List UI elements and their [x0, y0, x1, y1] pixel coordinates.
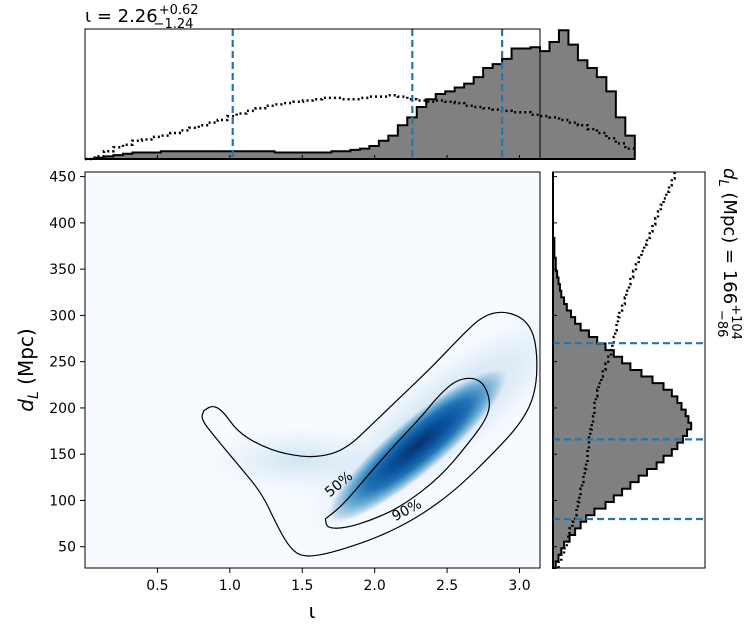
distance-marginal-title: dL (Mpc) = 166+104−86 [714, 168, 743, 340]
joint-yticks: 50 100 150 200 250 300 350 400 450 [49, 170, 85, 556]
distance-marginal-yticks [553, 176, 557, 548]
distance-prior-histogram [557, 171, 676, 568]
distance-marginal-panel: dL (Mpc) = 166+104−86 [552, 168, 743, 569]
iota-prior-histogram [85, 94, 635, 161]
distance-prior-steps [557, 171, 676, 568]
y-tick-label: 150 [49, 447, 76, 463]
contour-50pct [324, 377, 490, 529]
y-tick-label: 300 [49, 308, 76, 324]
x-tick-label: 2.0 [364, 578, 386, 594]
iota-marginal-panel: ι = 2.26+0.62 −1.24 [84, 3, 636, 161]
iota-marginal-xticks [156, 155, 520, 159]
joint-xticks: 0.5 1.0 1.5 2.0 2.5 3.0 [146, 568, 531, 594]
iota-marginal-title: ι = 2.26+0.62 −1.24 [85, 3, 199, 32]
y-tick-label: 450 [49, 170, 76, 186]
y-tick-label: 100 [49, 493, 76, 509]
y-axis-title: dL (Mpc) [14, 328, 42, 411]
y-tick-label: 250 [49, 355, 76, 371]
x-tick-label: 2.5 [436, 578, 458, 594]
iota-prior-steps [85, 94, 635, 161]
distance-posterior-steps [552, 171, 693, 569]
iota-marginal-frame [84, 28, 541, 160]
contour-90pct [201, 311, 538, 557]
distance-quantile-lines [553, 342, 705, 521]
y-tick-label: 50 [58, 540, 76, 556]
joint-frame [84, 171, 541, 569]
x-tick-label: 1.5 [291, 578, 313, 594]
x-axis-title: ι [309, 599, 316, 623]
iota-posterior-histogram [85, 29, 636, 160]
x-tick-label: 3.0 [508, 578, 530, 594]
density-core [324, 364, 512, 526]
y-tick-label: 400 [49, 216, 76, 232]
distance-marginal-frame [552, 171, 706, 569]
iota-posterior-steps [85, 29, 636, 160]
y-tick-label: 350 [49, 262, 76, 278]
x-tick-label: 0.5 [146, 578, 168, 594]
x-tick-label: 1.0 [219, 578, 241, 594]
distance-posterior-histogram [552, 171, 693, 569]
y-tick-label: 200 [49, 401, 76, 417]
joint-density-panel: 90%50% 0.5 1.0 1.5 2.0 2.5 3.0 50100150200250… [14, 170, 541, 623]
